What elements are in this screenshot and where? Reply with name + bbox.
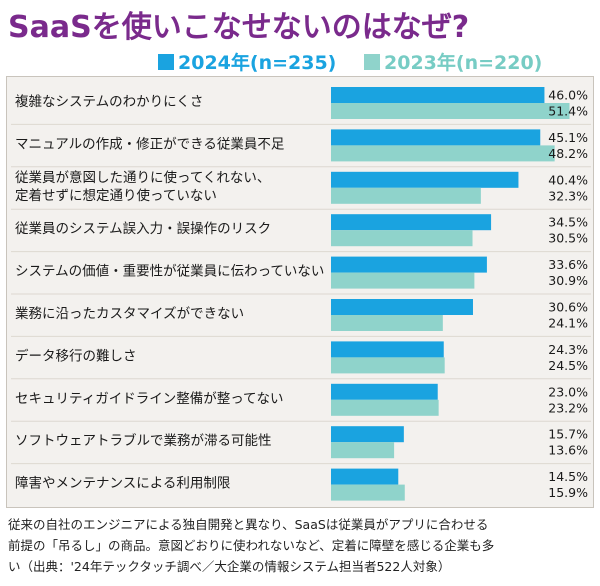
value-label-2024: 23.0% <box>548 384 588 399</box>
value-label-2024: 46.0% <box>548 88 588 103</box>
legend-label-2024: 2024年(n=235) <box>178 52 337 74</box>
bar-2023 <box>331 230 473 247</box>
bar-2023 <box>331 399 439 416</box>
category-label: マニュアルの作成・修正ができる従業員不足 <box>15 136 285 152</box>
bar-chart: 複雑なシステムのわかりにくさ 46.0%51.4% マニュアルの作成・修正ができる従… <box>11 87 591 501</box>
bar-2023 <box>331 145 555 162</box>
legend-item-2024: 2024年(n=235) <box>158 48 336 74</box>
bar-2023 <box>331 272 475 289</box>
value-label-2024: 45.1% <box>548 130 588 145</box>
category-label: セキュリティガイドライン整備が整ってない <box>15 391 284 407</box>
value-label-2023: 24.1% <box>548 316 588 331</box>
legend-swatch-2024 <box>158 54 174 70</box>
chart-title: SaaSを使いこなせないのはなぜ? <box>8 10 470 45</box>
value-label-2024: 24.3% <box>548 342 588 357</box>
value-label-2024: 40.4% <box>548 172 588 187</box>
value-label-2024: 14.5% <box>548 469 588 484</box>
value-label-2023: 30.5% <box>548 231 588 246</box>
bar-2023 <box>331 103 570 119</box>
bar-2023 <box>331 357 445 374</box>
value-label-2023: 51.4% <box>548 104 588 119</box>
value-label-2023: 24.5% <box>548 358 588 373</box>
bar-2024 <box>331 87 545 103</box>
value-label-2023: 48.2% <box>548 146 588 161</box>
bar-2024 <box>331 214 492 231</box>
bar-2023 <box>331 484 405 501</box>
bar-2023 <box>331 315 443 331</box>
chart-panel: 複雑なシステムのわかりにくさ 46.0% 51.4% マニュアルの作成・修正ができる従… <box>6 76 594 508</box>
bar-2024 <box>331 341 444 358</box>
bar-2024 <box>331 468 399 485</box>
category-label: システムの価値・重要性が従業員に伝わっていない <box>15 264 324 280</box>
category-label: 業務に沿ったカスタマイズができない <box>15 306 244 322</box>
caption-line: 従来の自社のエンジニアによる独自開発と異なり、SaaSは従業員がアプリに合わせる <box>8 517 489 532</box>
legend-label-2023: 2023年(n=220) <box>384 52 543 74</box>
bar-2024 <box>331 299 473 315</box>
category-label: 障害やメンテナンスによる利用制限 <box>15 476 231 492</box>
caption-line: 前提の「吊るし」の商品。意図どおりに使われないなど、定着に障壁を感じる企業も多 <box>8 538 495 553</box>
category-label: 従業員が意図した通りに使ってくれない、 <box>15 169 270 186</box>
legend-swatch-2023 <box>364 54 380 70</box>
caption-line: い（出典：'24年テックタッチ調べ／大企業の情報システム担当者522人対象） <box>8 559 451 574</box>
bar-2024 <box>331 129 541 146</box>
value-label-2024: 15.7% <box>548 427 588 442</box>
caption: 従来の自社のエンジニアによる独自開発と異なり、SaaSは従業員がアプリに合わせる… <box>8 514 594 577</box>
bar-2024 <box>331 171 519 188</box>
bar-2024 <box>331 256 487 273</box>
category-label: 定着せずに想定通り使っていない <box>15 187 217 204</box>
value-label-2024: 34.5% <box>548 215 588 230</box>
value-label-2023: 13.6% <box>548 443 588 458</box>
legend-item-2023: 2023年(n=220) <box>364 48 542 74</box>
bar-2024 <box>331 426 404 443</box>
value-label-2023: 32.3% <box>548 188 588 203</box>
category-label: データ移行の難しさ <box>15 347 137 364</box>
bar-2024 <box>331 383 438 400</box>
value-label-2024: 33.6% <box>548 257 588 272</box>
value-label-2024: 30.6% <box>548 300 588 315</box>
category-label: ソフトウェアトラブルで業務が滞る可能性 <box>15 432 272 449</box>
value-label-2023: 30.9% <box>548 273 588 288</box>
bar-2023 <box>331 442 395 459</box>
category-label: 従業員のシステム誤入力・誤操作のリスク <box>15 221 271 237</box>
category-label: 複雑なシステムのわかりにくさ <box>15 93 203 110</box>
value-label-2023: 23.2% <box>548 400 588 415</box>
value-label-2023: 15.9% <box>548 485 588 500</box>
bar-2023 <box>331 187 481 204</box>
